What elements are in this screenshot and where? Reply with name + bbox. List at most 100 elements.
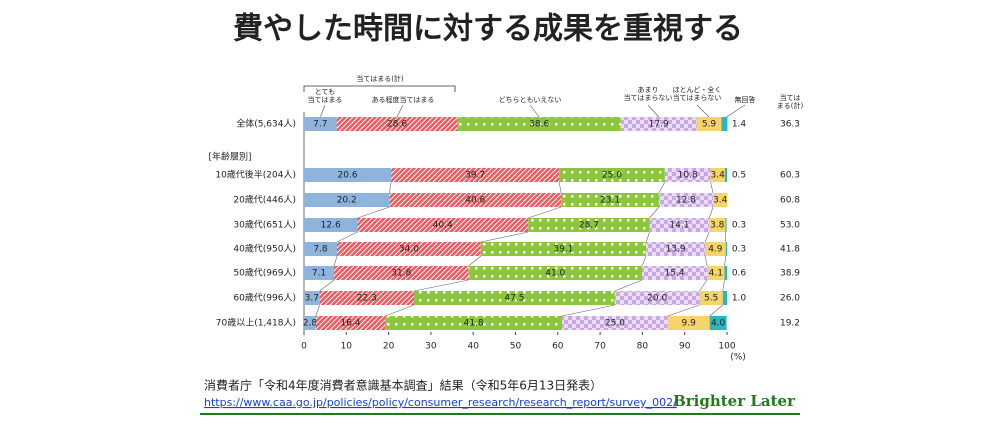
x-tick-label: 60: [552, 342, 564, 352]
bar-segment: [334, 266, 469, 280]
bar-segment: [722, 291, 727, 305]
bar-segment: [699, 291, 723, 305]
bar-segment: [357, 218, 529, 232]
connector: [724, 255, 727, 267]
x-tick-label: 100: [718, 342, 735, 352]
value-label: 15.4: [665, 269, 685, 279]
value-label: 4.0: [711, 319, 726, 329]
value-label: 20.2: [337, 196, 357, 206]
value-label: 25.0: [602, 171, 622, 181]
connector: [708, 206, 714, 219]
value-label: 5.9: [702, 120, 717, 130]
category-label: 10歳代後半(204人): [215, 169, 296, 181]
bar-segment: [319, 291, 414, 305]
connector: [645, 231, 650, 243]
bar-segment: [391, 168, 560, 182]
legend-leader: [647, 104, 659, 118]
url[interactable]: https://www.caa.go.jp/policies/policy/co…: [204, 396, 677, 409]
legend-leader: [529, 104, 540, 118]
connector: [468, 255, 482, 267]
connector: [704, 231, 710, 243]
connector: [561, 304, 615, 317]
connector: [704, 255, 708, 267]
connector: [413, 279, 469, 292]
value-label: 5.5: [704, 294, 718, 304]
value-label: 28.7: [579, 221, 599, 231]
connector: [385, 304, 415, 317]
x-tick-label: 40: [467, 342, 479, 352]
value-label: 12.8: [676, 196, 696, 206]
bar-segment: [389, 193, 562, 207]
x-tick-label: 70: [594, 342, 606, 352]
value-label: 1.4: [732, 120, 747, 130]
value-label: 3.8: [710, 221, 725, 231]
value-label: 25.0: [605, 319, 625, 329]
bar-segment: [315, 316, 386, 330]
bar-segment: [696, 117, 722, 131]
value-label: 0.5: [732, 171, 746, 181]
category-label: 30歳代(651人): [233, 219, 296, 231]
bar-segment: [562, 316, 668, 330]
legend-leader: [396, 104, 404, 118]
value-label: 3.7: [305, 294, 319, 304]
connector: [649, 206, 660, 219]
legend-leader: [726, 104, 746, 118]
value-label: 41.0: [545, 269, 565, 279]
legend-leader: [320, 104, 326, 118]
value-label: 4.1: [709, 269, 723, 279]
source: 消費者庁「令和4年度消費者意識基本調査」結果（令和5年6月13日発表）: [204, 378, 602, 393]
value-label: 31.8: [391, 269, 411, 279]
connector: [614, 279, 643, 292]
connector: [699, 279, 708, 292]
bar-segment: [667, 316, 710, 330]
value-label: 3.4: [713, 196, 728, 206]
total-header: 当ては まる(計): [776, 94, 804, 110]
total-label: 19.2: [780, 319, 800, 329]
x-unit: (%): [730, 353, 746, 363]
legend-label: ほとんど・全く 当てはまらない: [672, 86, 722, 102]
total-label: 36.3: [780, 120, 800, 130]
bar-segment: [620, 117, 697, 131]
value-label: 12.6: [321, 221, 341, 231]
bar-segment: [304, 242, 337, 256]
bar-segment: [709, 316, 727, 330]
value-label: 38.6: [529, 120, 549, 130]
bar-segment: [658, 193, 714, 207]
value-label: 14.1: [669, 221, 689, 231]
value-label: 39.7: [465, 171, 485, 181]
value-label: 20.0: [647, 294, 667, 304]
bar-segment: [710, 168, 725, 182]
value-label: 17.9: [649, 120, 669, 130]
legend-label: ある程度当てはまる: [371, 96, 435, 104]
connector: [333, 255, 338, 267]
bar-segment: [721, 117, 728, 131]
value-label: 20.6: [338, 171, 358, 181]
connector: [709, 304, 723, 317]
value-label: 47.5: [504, 294, 524, 304]
connector: [641, 255, 647, 267]
connector: [667, 304, 700, 317]
legend-label: 無回答: [734, 96, 756, 104]
value-label: 10.8: [678, 171, 698, 181]
legend-leader: [696, 104, 710, 118]
bracket-label: 当てはまる(計): [356, 74, 404, 83]
bar-segment: [614, 291, 700, 305]
bar-segment: [705, 242, 726, 256]
bar-segment: [468, 266, 642, 280]
total-label: 60.8: [780, 196, 800, 206]
bar-segment: [304, 316, 316, 330]
x-tick-label: 50: [510, 342, 522, 352]
bar-segment: [304, 291, 320, 305]
connector: [558, 181, 562, 194]
value-label: 9.9: [682, 319, 697, 329]
value-label: 22.3: [357, 294, 377, 304]
bar-segment: [713, 193, 728, 207]
bar-segment: [641, 266, 708, 280]
connector: [315, 304, 320, 317]
bar-segment: [707, 266, 725, 280]
total-label: 60.3: [780, 171, 800, 181]
bracket: [303, 85, 456, 92]
category-label: 20歳代(446人): [233, 194, 296, 206]
bar-segment: [336, 242, 481, 256]
connector: [480, 231, 529, 243]
